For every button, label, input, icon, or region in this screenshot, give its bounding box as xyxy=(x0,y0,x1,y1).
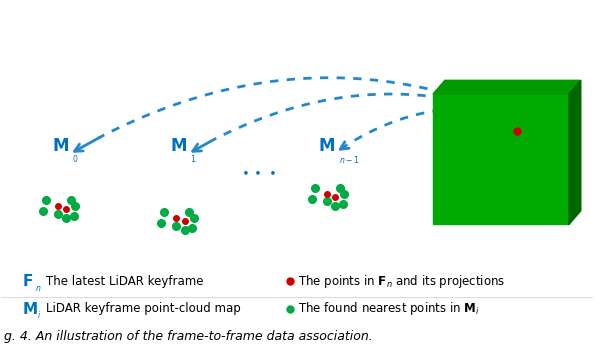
Text: $_i$: $_i$ xyxy=(37,310,42,322)
Text: $_n$: $_n$ xyxy=(35,284,42,294)
Polygon shape xyxy=(569,80,581,225)
Text: The points in $\mathbf{F}$$_n$ and its projections: The points in $\mathbf{F}$$_n$ and its p… xyxy=(298,273,505,290)
Text: $_0$: $_0$ xyxy=(72,154,78,166)
Text: g. 4. An illustration of the frame-to-frame data association.: g. 4. An illustration of the frame-to-fr… xyxy=(4,329,373,343)
Text: $\bullet\,\bullet\,\bullet$: $\bullet\,\bullet\,\bullet$ xyxy=(241,165,276,178)
Text: The latest LiDAR keyframe: The latest LiDAR keyframe xyxy=(46,275,203,288)
Polygon shape xyxy=(433,80,581,94)
Text: $_1$: $_1$ xyxy=(190,154,197,166)
Text: $\mathbf{M}$: $\mathbf{M}$ xyxy=(22,301,38,317)
Text: $\mathbf{M}$: $\mathbf{M}$ xyxy=(318,137,335,155)
Text: The found nearest points in $\mathbf{M}$$_i$: The found nearest points in $\mathbf{M}$… xyxy=(298,300,480,317)
Text: $_{n-1}$: $_{n-1}$ xyxy=(339,155,359,167)
Text: LiDAR keyframe point-cloud map: LiDAR keyframe point-cloud map xyxy=(46,302,241,315)
Text: $\mathbf{M}$: $\mathbf{M}$ xyxy=(170,137,187,155)
Text: $\mathbf{F}$: $\mathbf{F}$ xyxy=(22,273,33,289)
Text: $\mathbf{M}$: $\mathbf{M}$ xyxy=(52,137,69,155)
Polygon shape xyxy=(433,94,569,225)
